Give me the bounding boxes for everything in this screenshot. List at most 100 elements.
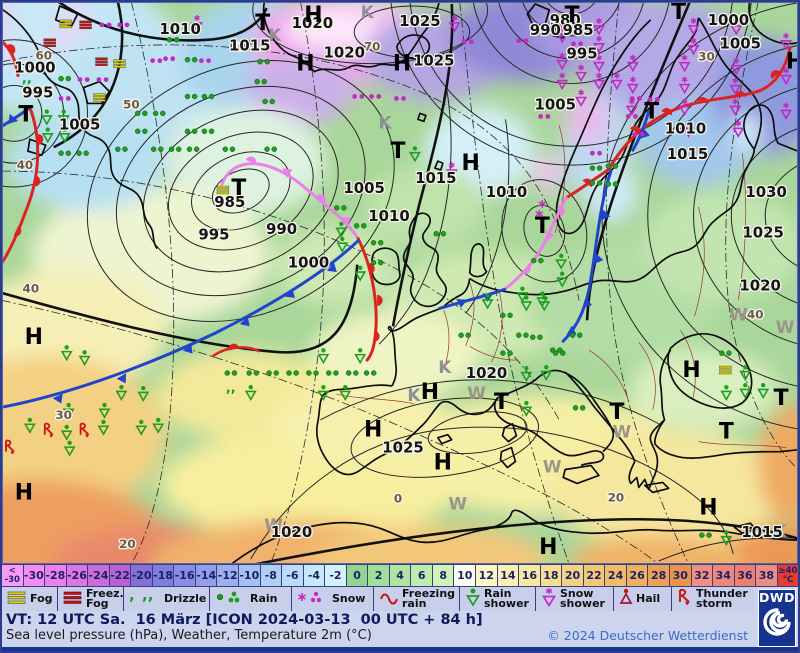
snow-symbol — [590, 150, 602, 156]
rain-shower-symbol — [244, 384, 257, 401]
airmass-label-k: K — [379, 112, 393, 132]
rain-symbol — [572, 405, 586, 411]
rain-symbol — [552, 350, 566, 356]
rain-symbol — [222, 146, 236, 152]
isobar-label: 1030 — [745, 183, 787, 201]
isobar-label: 1005 — [720, 35, 762, 53]
snow-shower-symbol — [593, 17, 605, 36]
isobar-label: 1005 — [59, 115, 101, 133]
snow-shower-symbol — [729, 98, 742, 116]
snow-shower-symbol — [610, 72, 623, 91]
high-center: H — [539, 535, 557, 560]
rain-symbol — [184, 93, 198, 100]
graticule-label: 30 — [698, 50, 715, 64]
legend-item-freezing-rain: Freezing rain — [374, 587, 460, 611]
drizzle-symbol: ,, — [22, 72, 32, 87]
high-center: H — [461, 151, 479, 176]
snow-symbol — [516, 38, 529, 44]
isobar-label: 1010 — [665, 119, 707, 137]
snow-symbol — [58, 96, 71, 101]
rain-symbol — [589, 165, 603, 171]
snow-shower-symbol — [556, 72, 569, 91]
rain-symbol — [254, 78, 268, 85]
scale-cell: -2 — [325, 564, 347, 587]
rain-symbol — [605, 181, 619, 187]
airmass-label-w: W — [467, 383, 486, 403]
scale-cell: < -30 — [2, 564, 24, 587]
graticule-label: 30 — [55, 408, 72, 422]
fog-symbol — [719, 365, 732, 375]
rain-shower-symbol — [520, 400, 533, 417]
rain-shower-symbol — [60, 345, 73, 362]
scale-cell: 26 — [626, 564, 649, 587]
snow-symbol — [199, 58, 211, 64]
snow-shower-symbol — [678, 76, 691, 95]
rain-shower-symbol — [317, 384, 330, 401]
isobar-label: 995 — [22, 83, 53, 101]
scale-cell: ≥40 °C — [777, 564, 798, 587]
rain-symbol — [58, 150, 72, 156]
rain-shower-symbol — [720, 530, 733, 547]
rain-symbol — [134, 110, 148, 117]
rain-icon — [214, 588, 248, 610]
isobar-label: 1005 — [534, 95, 576, 113]
weather-legend: Fog Freez. Fog,,, Drizzle Rain Snow Freezing ra… — [2, 586, 754, 611]
rain-symbol — [152, 110, 166, 117]
fog-symbol — [216, 185, 230, 195]
isobar-label: 1010 — [368, 207, 410, 225]
temperature-scale: < -30 -30 -28 -26 -24 -22 -20 -18 -16 -14 -12 -10 -8-… — [2, 564, 798, 587]
rain-shower-symbol — [520, 295, 533, 312]
snow-symbol — [632, 131, 645, 137]
dwd-logo: DWD — [758, 589, 796, 647]
snow-shower-symbol — [626, 76, 639, 95]
airmass-label-w: W — [448, 493, 467, 513]
legend-item-snow: Snow — [292, 587, 374, 611]
rain-symbol — [353, 223, 367, 229]
graticule-label: 60 — [230, 40, 247, 54]
isobar-label: 1025 — [413, 52, 455, 70]
graticule-label: 70 — [364, 40, 381, 54]
airmass-label-k: K — [774, 521, 788, 541]
rain-shower-symbol — [78, 350, 91, 367]
low-center: T — [494, 390, 509, 415]
rain-shower-symbol — [152, 417, 165, 434]
isobar-label: 1020 — [271, 523, 313, 541]
rain-symbol — [569, 332, 583, 338]
airmass-label-w: W — [729, 304, 748, 324]
isobar-label: 990 — [266, 220, 297, 238]
snow-shower-symbol — [678, 98, 691, 116]
legend-item-rain-shower: Rain shower — [460, 587, 536, 611]
high-center: H — [393, 52, 411, 77]
scale-cell: -24 — [88, 564, 110, 587]
snow-symbol — [369, 94, 382, 99]
isobar-label: 1020 — [466, 364, 508, 382]
snow-shower-icon — [540, 587, 558, 611]
low-center: T — [18, 102, 33, 127]
isobar-label: 1000 — [708, 11, 750, 29]
scale-cell: -8 — [260, 564, 283, 587]
legend-item-freezing-fog: Freez. Fog — [58, 587, 124, 611]
thunderstorm-symbol — [43, 422, 54, 438]
rain-shower-symbol — [720, 384, 733, 401]
snow-shower-symbol — [575, 64, 588, 83]
snow-symbol — [538, 114, 551, 119]
snow-symbol — [96, 77, 109, 82]
scale-cell: 6 — [411, 564, 433, 587]
airmass-label-k: K — [361, 2, 375, 22]
rain-symbol — [257, 58, 271, 65]
fog-symbol — [59, 19, 72, 29]
rain-shower-symbol — [63, 440, 76, 457]
scale-cell: -12 — [217, 564, 240, 587]
isobar-label: 1020 — [324, 44, 366, 62]
thunderstorm-icon — [676, 588, 694, 610]
rain-symbol — [719, 350, 732, 356]
isobar-label: 985 — [214, 193, 245, 211]
snow-symbol — [394, 96, 406, 101]
rain-shower-symbol — [556, 271, 569, 288]
rain-shower-icon — [464, 587, 482, 611]
graticule-label: 20 — [119, 537, 136, 551]
snow-shower-symbol — [625, 98, 638, 116]
scale-cell: 28 — [648, 564, 670, 587]
rain-symbol — [224, 370, 238, 376]
valid-time-title: VT: 12 UTC Sa. 16 März [ICON 2024-03-13 … — [6, 612, 483, 628]
